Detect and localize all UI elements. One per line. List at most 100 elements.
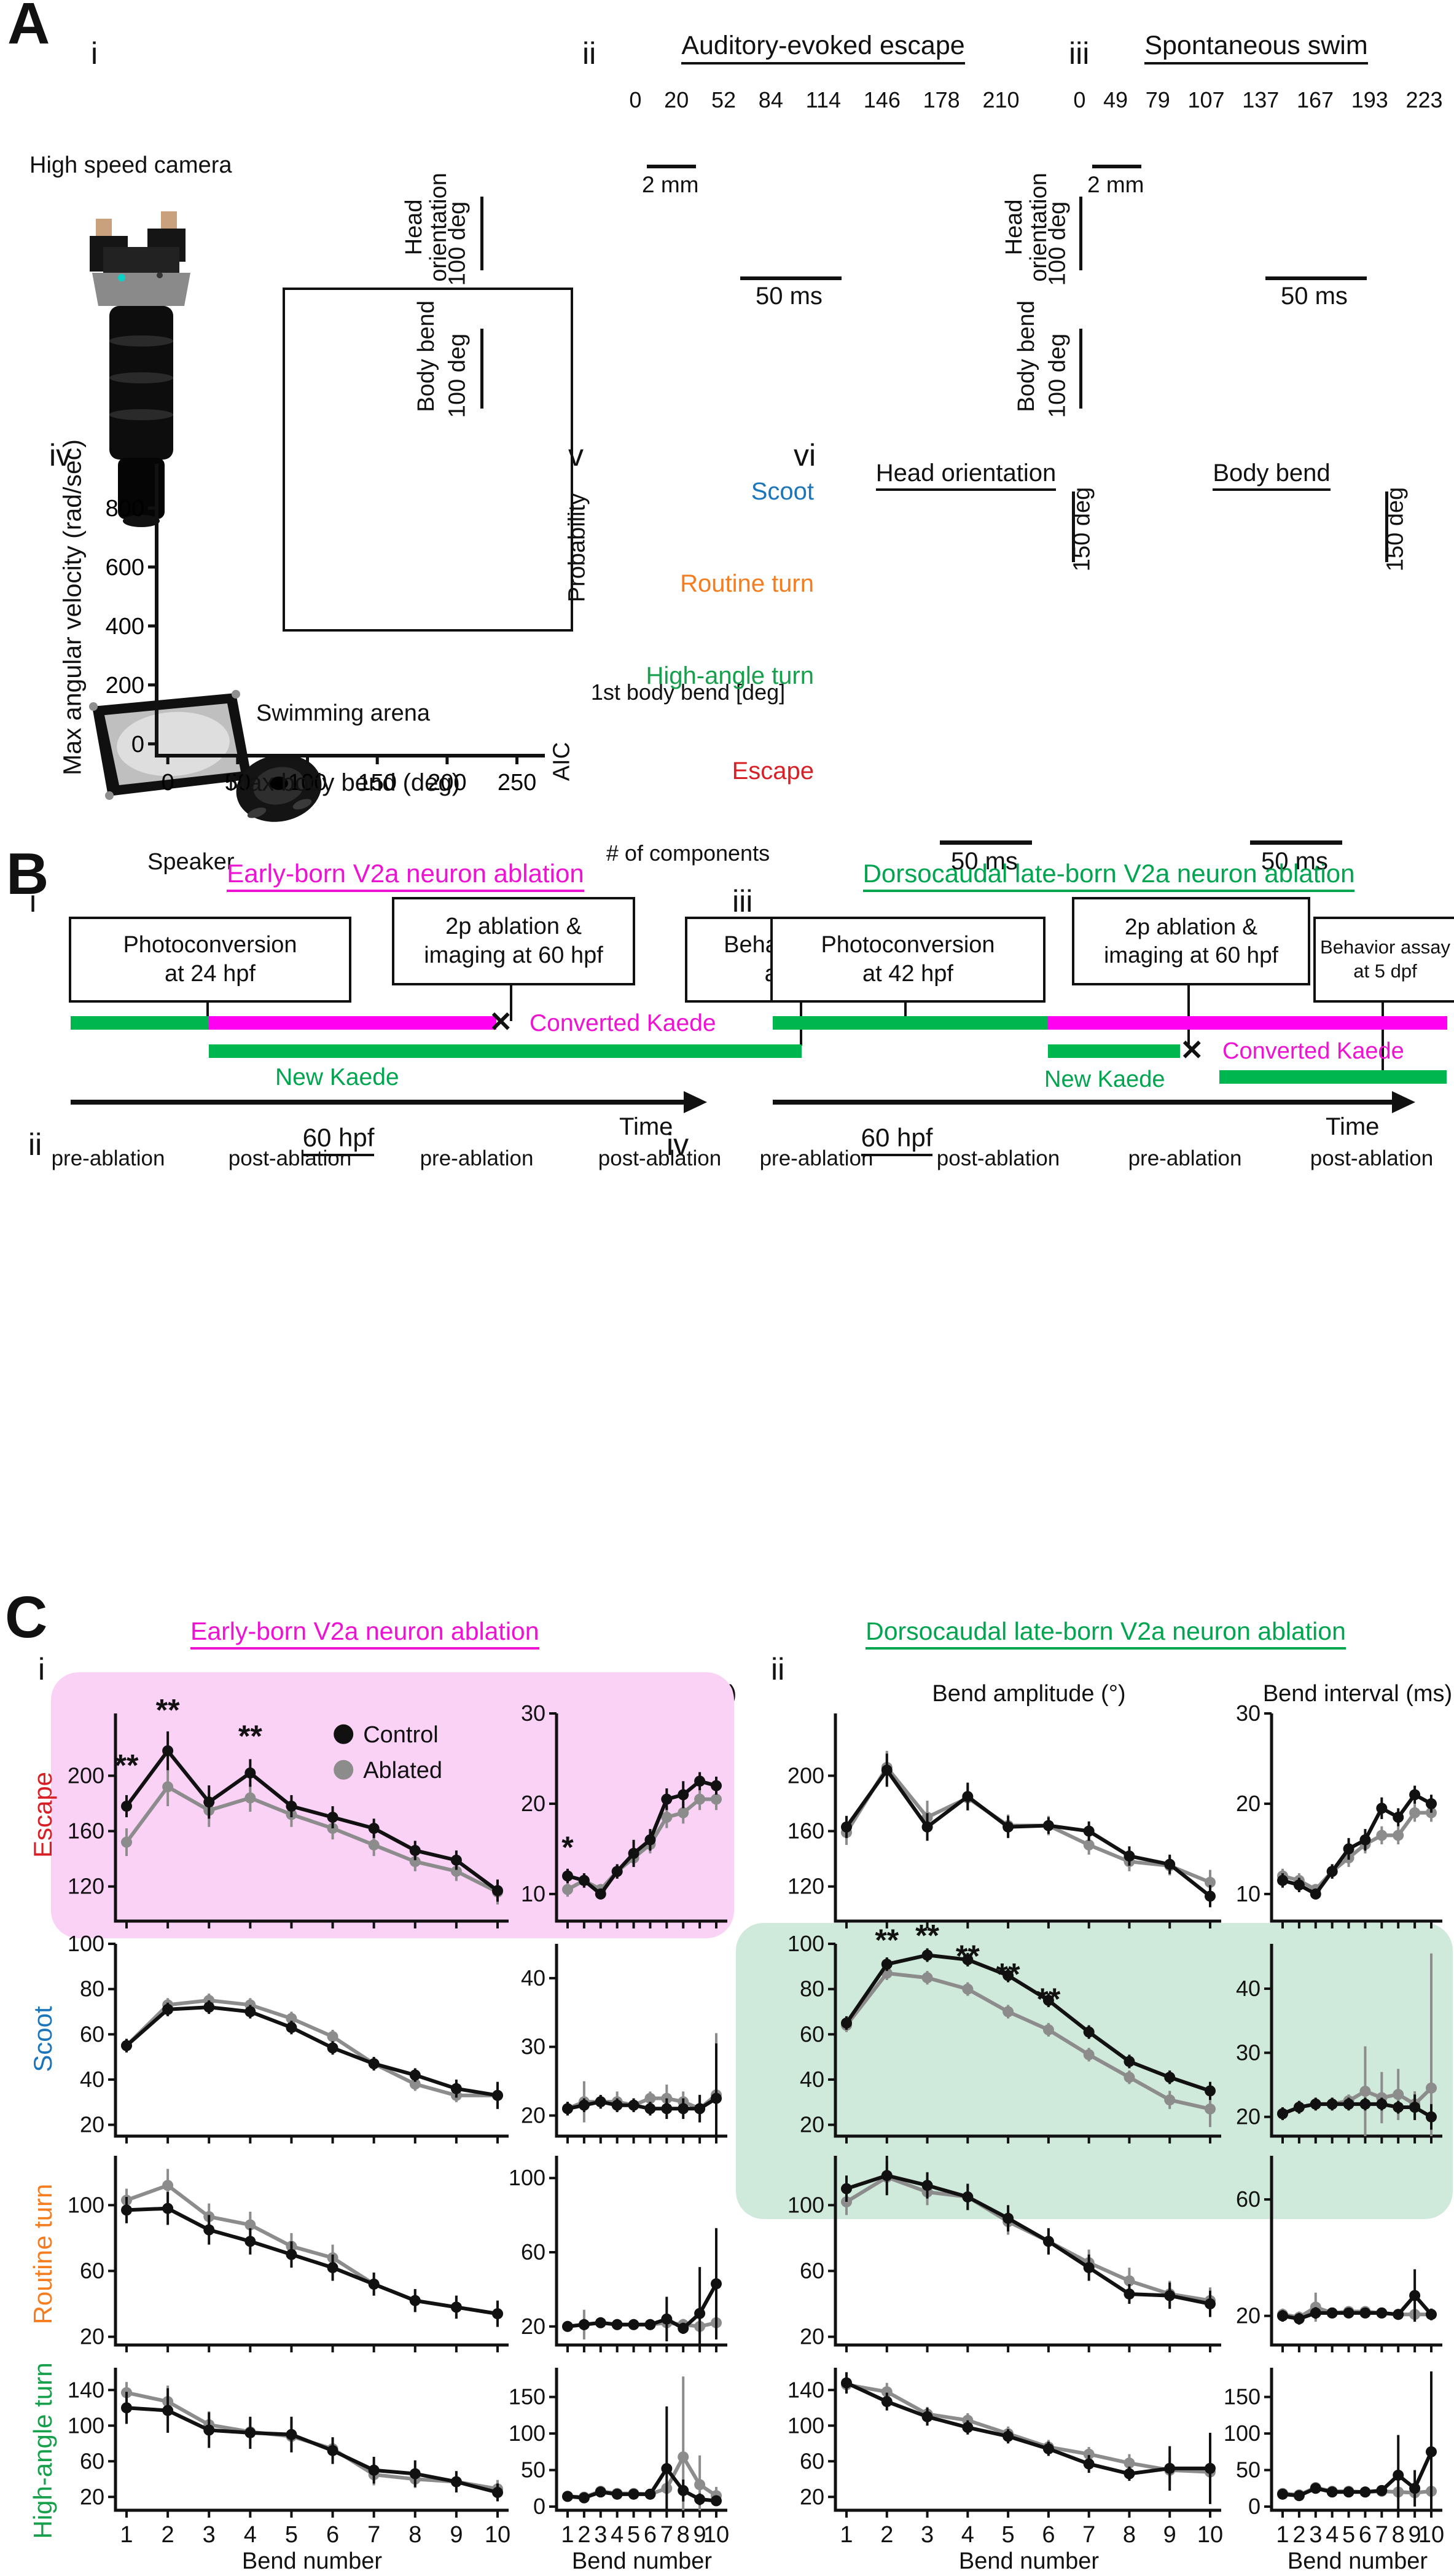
svg-text:4: 4 bbox=[611, 2522, 623, 2548]
frame-time: 52 bbox=[711, 87, 737, 112]
frame-time: 137 bbox=[1242, 87, 1280, 112]
b-i-box-photoconversion: Photoconversion at 24 hpf bbox=[69, 917, 351, 1003]
b-iii-title: Dorsocaudal late-born V2a neuron ablatio… bbox=[857, 859, 1361, 892]
frame-time: 84 bbox=[758, 87, 783, 112]
b-iii-kaede-green-pre bbox=[773, 1016, 1048, 1030]
svg-text:6: 6 bbox=[1359, 2522, 1372, 2548]
panel-b-ii-label: ii bbox=[28, 1127, 42, 1162]
a-iii-title: Spontaneous swim bbox=[1124, 31, 1388, 65]
svg-text:6: 6 bbox=[644, 2522, 657, 2548]
c-i-scoot-interval-chart: 20 30 40 bbox=[521, 1944, 727, 2143]
svg-text:1: 1 bbox=[1276, 2522, 1289, 2548]
a-vi-high-label: High-angle turn bbox=[646, 662, 815, 689]
a-iii-head-scalebar bbox=[1079, 197, 1082, 270]
svg-text:5: 5 bbox=[285, 2522, 298, 2548]
a-vi-escape-body-traces bbox=[1124, 753, 1419, 832]
b-iii-box1-line2: at 42 hpf bbox=[862, 961, 953, 987]
a-vi-deg-scale-head: 150 deg bbox=[1069, 487, 1095, 572]
a-vi-time-scale-head: 50 ms bbox=[951, 848, 1018, 875]
svg-text:9: 9 bbox=[694, 2522, 706, 2548]
svg-text:50: 50 bbox=[225, 770, 251, 796]
b-i-converted-label: Converted Kaede bbox=[530, 1010, 716, 1036]
svg-text:Ablated: Ablated bbox=[363, 1758, 442, 1783]
svg-text:50: 50 bbox=[521, 2457, 545, 2483]
b-i-time-arrowhead bbox=[684, 1091, 707, 1113]
a-vi-time-scalebar-head bbox=[940, 840, 1032, 845]
svg-text:5: 5 bbox=[1342, 2522, 1355, 2548]
svg-text:20: 20 bbox=[521, 2102, 545, 2128]
c-ii-escape-amplitude-chart: 120 160 200 bbox=[788, 1713, 1221, 1928]
c-ii-escape-interval-chart: 10 20 30 bbox=[1236, 1701, 1442, 1928]
svg-text:3: 3 bbox=[594, 2522, 607, 2548]
b-ii-hpf: 60 hpf bbox=[237, 1123, 440, 1156]
svg-text:40: 40 bbox=[1236, 1976, 1261, 2001]
a-vi-scoot-body-traces bbox=[1124, 482, 1419, 544]
svg-text:4: 4 bbox=[244, 2522, 257, 2548]
c-i-routine-interval-chart: 20 60 100 bbox=[509, 2156, 727, 2352]
a-iii-body-scalebar bbox=[1079, 329, 1082, 409]
svg-text:60: 60 bbox=[1236, 2186, 1261, 2212]
a-v-aic-xlabel: # of components bbox=[606, 840, 770, 866]
c-row-scoot: Scoot bbox=[28, 2006, 57, 2072]
svg-text:8: 8 bbox=[408, 2522, 421, 2548]
svg-text:200: 200 bbox=[428, 770, 466, 796]
c-escape-highlight bbox=[51, 1672, 734, 1938]
b-iv-img1-label: pre-ablation bbox=[759, 1146, 874, 1170]
svg-text:8: 8 bbox=[1392, 2522, 1405, 2548]
b-iii-ablation-mark: ✕ bbox=[1180, 1034, 1204, 1066]
svg-text:40: 40 bbox=[800, 2067, 824, 2092]
b-i-box2-line1: 2p ablation & bbox=[445, 913, 582, 939]
svg-text:10: 10 bbox=[1236, 1881, 1261, 1906]
b-ii-img3-label: pre-ablation bbox=[420, 1146, 534, 1170]
frame-time: 49 bbox=[1103, 87, 1128, 112]
a-vi-body-header: Body bend bbox=[1124, 460, 1419, 491]
panel-a-vi-label: vi bbox=[794, 438, 816, 472]
svg-text:1: 1 bbox=[840, 2522, 853, 2548]
c-ii-high-interval-chart: 0 50 100 150 1 2 3 4 5 6 7 8 910 bbox=[1224, 2368, 1444, 2548]
b-i-box-ablation: 2p ablation & imaging at 60 hpf bbox=[392, 897, 635, 985]
svg-text:80: 80 bbox=[800, 1976, 824, 2002]
frame-time: 167 bbox=[1296, 87, 1334, 112]
a-vi-deg-scalebar-head bbox=[1072, 491, 1075, 562]
c-ii-title: Dorsocaudal late-born V2a neuron ablatio… bbox=[854, 1617, 1358, 1650]
svg-text:20: 20 bbox=[1236, 1791, 1261, 1816]
a-ii-body-scale-label: 100 deg bbox=[444, 333, 471, 418]
a-ii-body-label: Body bend bbox=[413, 300, 440, 412]
svg-text:20: 20 bbox=[1236, 2303, 1261, 2328]
svg-text:9: 9 bbox=[1163, 2522, 1176, 2548]
svg-text:30: 30 bbox=[521, 1701, 545, 1726]
a-iii-scale-label: 2 mm bbox=[1087, 172, 1144, 197]
svg-text:40: 40 bbox=[80, 2067, 104, 2092]
svg-text:60: 60 bbox=[800, 2448, 824, 2473]
svg-text:80: 80 bbox=[80, 1976, 104, 2002]
a-iii-head-scale-label: 100 deg bbox=[1044, 201, 1071, 286]
svg-text:100: 100 bbox=[788, 2192, 824, 2217]
svg-text:2: 2 bbox=[880, 2522, 893, 2548]
b-iii-newkaede-label: New Kaede bbox=[1044, 1067, 1165, 1092]
b-iii-box3-line1: Behavior assay bbox=[1320, 936, 1450, 958]
b-iii-kaede-green-new bbox=[1219, 1070, 1447, 1084]
a-vi-escape-label: Escape bbox=[732, 758, 814, 785]
a-ii-body-trace bbox=[491, 310, 977, 455]
svg-text:8: 8 bbox=[677, 2522, 690, 2548]
tracking-inset-box bbox=[283, 288, 573, 632]
svg-text:200: 200 bbox=[68, 1763, 104, 1788]
a-ii-time-scale-label: 50 ms bbox=[756, 283, 823, 310]
svg-text:20: 20 bbox=[1236, 2104, 1261, 2129]
c-ii-amp-header: Bend amplitude (°) bbox=[932, 1681, 1126, 1707]
a-vi-deg-scalebar-body bbox=[1385, 491, 1388, 562]
b-iii-box2-line1: 2p ablation & bbox=[1124, 914, 1257, 939]
a-ii-time-scalebar bbox=[740, 276, 842, 280]
a-iii-body-label: Body bend bbox=[1014, 300, 1040, 412]
frame-time: 193 bbox=[1351, 87, 1388, 112]
svg-text:3: 3 bbox=[921, 2522, 934, 2548]
panel-c-ii-label: ii bbox=[771, 1652, 785, 1686]
svg-text:100: 100 bbox=[788, 2413, 824, 2438]
b-iv-img4-label: post-ablation bbox=[1310, 1146, 1434, 1170]
svg-text:20: 20 bbox=[521, 2314, 545, 2339]
c-ii-int-xlabel: Bend number bbox=[1287, 2548, 1428, 2574]
svg-text:10: 10 bbox=[1418, 2522, 1444, 2548]
panel-b-iii-label: iii bbox=[732, 884, 753, 918]
